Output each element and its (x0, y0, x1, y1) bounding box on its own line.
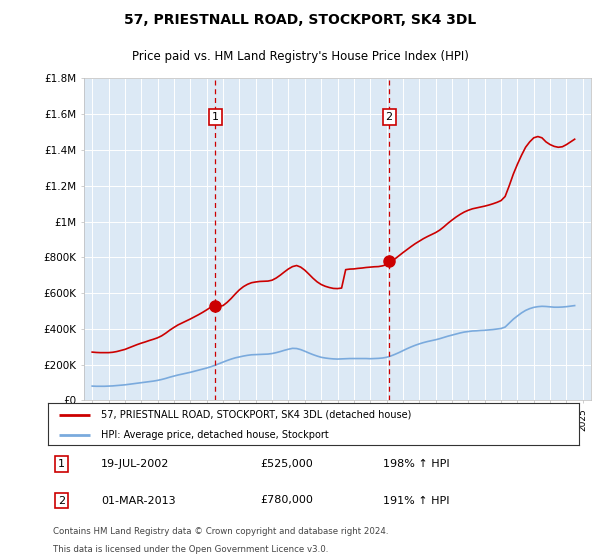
Text: HPI: Average price, detached house, Stockport: HPI: Average price, detached house, Stoc… (101, 430, 329, 440)
Text: £780,000: £780,000 (260, 496, 313, 506)
Text: 19-JUL-2002: 19-JUL-2002 (101, 459, 169, 469)
Text: 2: 2 (386, 112, 393, 122)
Text: 01-MAR-2013: 01-MAR-2013 (101, 496, 176, 506)
Text: 1: 1 (212, 112, 219, 122)
Text: Price paid vs. HM Land Registry's House Price Index (HPI): Price paid vs. HM Land Registry's House … (131, 50, 469, 63)
Text: 198% ↑ HPI: 198% ↑ HPI (383, 459, 449, 469)
Text: Contains HM Land Registry data © Crown copyright and database right 2024.: Contains HM Land Registry data © Crown c… (53, 528, 389, 536)
Text: £525,000: £525,000 (260, 459, 313, 469)
Text: 57, PRIESTNALL ROAD, STOCKPORT, SK4 3DL (detached house): 57, PRIESTNALL ROAD, STOCKPORT, SK4 3DL … (101, 410, 412, 420)
Text: 57, PRIESTNALL ROAD, STOCKPORT, SK4 3DL: 57, PRIESTNALL ROAD, STOCKPORT, SK4 3DL (124, 13, 476, 27)
Text: 191% ↑ HPI: 191% ↑ HPI (383, 496, 449, 506)
Text: 2: 2 (58, 496, 65, 506)
Text: This data is licensed under the Open Government Licence v3.0.: This data is licensed under the Open Gov… (53, 545, 329, 554)
Text: 1: 1 (58, 459, 65, 469)
